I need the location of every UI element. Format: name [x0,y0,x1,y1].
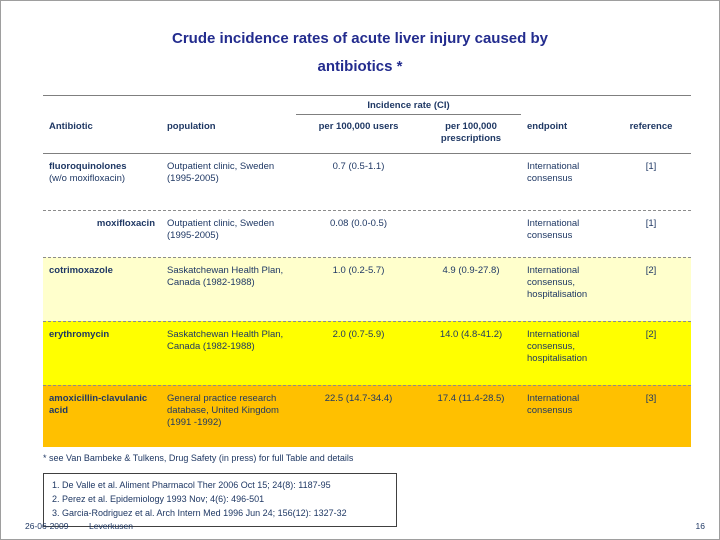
cell-reference: [3] [645,392,657,404]
header-endpoint: endpoint [527,121,568,132]
footer-location: Leverkusen [89,521,133,531]
cell-per-users: 0.7 (0.5-1.1) [332,160,385,172]
header-population: population [167,121,216,132]
table-row: cotrimoxazole Saskatchewan Health Plan, … [43,256,691,321]
cell-reference: [1] [645,160,657,172]
slide-title-line-1: Crude incidence rates of acute liver inj… [172,30,548,47]
slide-content: Incidence rate (CI) Antibiotic populatio… [43,95,691,527]
cell-per-prescriptions [421,211,521,257]
antibiotic-name: erythromycin [49,328,110,340]
table-row: moxifloxacin Outpatient clinic, Sweden (… [43,209,691,257]
references-box: 1. De Valle et al. Aliment Pharmacol The… [43,472,397,527]
table-row: erythromycin Saskatchewan Health Plan, C… [43,320,691,385]
antibiotic-name: amoxicillin-clavulanic acid [49,392,148,417]
antibiotic-name: moxifloxacin [96,217,155,229]
incidence-rate-group-header: Incidence rate (CI) [296,98,521,115]
cell-population: General practice research database, Unit… [167,392,279,429]
cell-per-prescriptions: 17.4 (11.4-28.5) [437,392,505,404]
cell-per-prescriptions: 14.0 (4.8-41.2) [439,328,503,340]
cell-endpoint: International consensus [527,160,580,185]
cell-per-users: 1.0 (0.2-5.7) [332,264,385,276]
antibiotic-note: (w/o moxifloxacin) [49,173,126,185]
cell-per-users: 22.5 (14.7-34.4) [324,392,393,404]
cell-per-users: 0.08 (0.0-0.5) [329,217,388,229]
cell-endpoint: International consensus [527,217,580,242]
cell-population: Outpatient clinic, Sweden (1995-2005) [167,217,275,242]
cell-antibiotic: cotrimoxazole [43,258,161,321]
cell-per-users: 2.0 (0.7-5.9) [332,328,385,340]
table-footnote: * see Van Bambeke & Tulkens, Drug Safety… [43,452,354,463]
antibiotic-name: cotrimoxazole [49,264,113,276]
header-per-prescriptions: per 100,000 prescriptions [440,121,502,145]
cell-antibiotic: moxifloxacin [43,211,161,257]
cell-antibiotic: amoxicillin-clavulanic acid [43,386,161,447]
slide-title: Crude incidence rates of acute liver inj… [41,25,679,81]
header-per-users: per 100,000 users [318,121,399,132]
cell-endpoint: International consensus [527,392,580,417]
page-number: 16 [695,521,705,531]
footer-date: 26-06-2009 [25,521,69,531]
slide-title-line-2: antibiotics * [317,57,403,75]
reference-line: 2. Perez et al. Epidemiology 1993 Nov; 4… [52,493,265,504]
cell-reference: [2] [645,264,657,276]
table-row: fluoroquinolones (w/o moxifloxacin) Outp… [43,153,691,210]
cell-endpoint: International consensus, hospitalisation [527,328,588,365]
cell-per-prescriptions: 4.9 (0.9-27.8) [442,264,500,276]
cell-antibiotic: fluoroquinolones (w/o moxifloxacin) [43,154,161,210]
cell-reference: [2] [645,328,657,340]
cell-antibiotic: erythromycin [43,322,161,385]
incidence-table: Incidence rate (CI) Antibiotic populatio… [43,95,691,447]
cell-per-prescriptions [421,154,521,210]
header-reference: reference [629,121,673,132]
table-header-row: Antibiotic population per 100,000 users … [43,115,691,154]
cell-endpoint: International consensus, hospitalisation [527,264,588,301]
cell-population: Saskatchewan Health Plan, Canada (1982-1… [167,264,284,289]
antibiotic-name: fluoroquinolones [49,160,127,172]
cell-population: Outpatient clinic, Sweden (1995-2005) [167,160,275,185]
header-antibiotic: Antibiotic [49,121,93,132]
table-group-header-row: Incidence rate (CI) [43,96,691,115]
table-row: amoxicillin-clavulanic acid General prac… [43,384,691,447]
reference-line: 3. Garcia-Rodriguez et al. Arch Intern M… [52,507,347,518]
cell-population: Saskatchewan Health Plan, Canada (1982-1… [167,328,284,353]
cell-reference: [1] [645,217,657,229]
reference-line: 1. De Valle et al. Aliment Pharmacol The… [52,479,331,490]
